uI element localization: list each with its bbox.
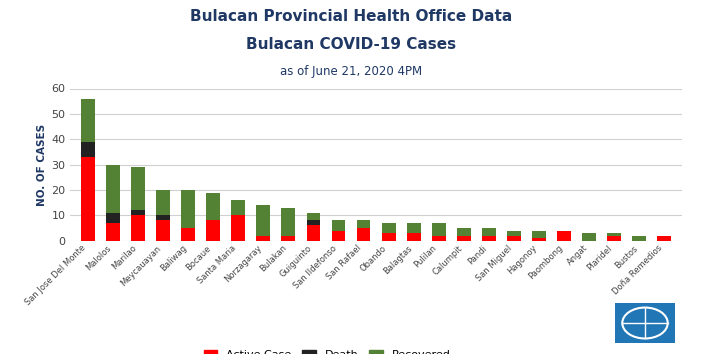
Bar bbox=[307, 221, 321, 225]
Bar bbox=[633, 236, 646, 241]
Bar bbox=[206, 193, 220, 221]
Bar bbox=[281, 236, 295, 241]
Bar bbox=[307, 213, 321, 221]
Bar bbox=[231, 200, 245, 215]
Bar bbox=[507, 236, 521, 241]
Bar bbox=[106, 165, 120, 213]
Bar bbox=[81, 157, 95, 241]
Bar bbox=[532, 230, 546, 238]
Bar bbox=[382, 223, 396, 233]
Bar bbox=[181, 228, 195, 241]
Bar bbox=[206, 221, 220, 241]
Bar bbox=[356, 228, 370, 241]
Bar bbox=[81, 142, 95, 157]
Bar bbox=[156, 221, 170, 241]
Text: Bulacan COVID-19 Cases: Bulacan COVID-19 Cases bbox=[247, 37, 456, 52]
Text: as of June 21, 2020 4PM: as of June 21, 2020 4PM bbox=[280, 65, 423, 79]
Bar bbox=[607, 233, 621, 236]
Bar bbox=[356, 221, 370, 228]
Bar bbox=[482, 236, 496, 241]
Bar bbox=[557, 230, 571, 241]
Bar bbox=[131, 210, 145, 215]
Bar bbox=[156, 215, 170, 221]
Bar bbox=[457, 228, 471, 236]
Bar bbox=[407, 233, 420, 241]
Bar bbox=[181, 190, 195, 228]
Bar bbox=[231, 215, 245, 241]
Bar bbox=[507, 230, 521, 236]
Bar bbox=[257, 205, 270, 236]
Bar bbox=[106, 223, 120, 241]
Bar bbox=[332, 221, 345, 230]
Bar bbox=[382, 233, 396, 241]
Bar bbox=[131, 167, 145, 210]
Bar bbox=[156, 190, 170, 215]
Bar bbox=[407, 223, 420, 233]
Bar bbox=[532, 238, 546, 241]
Bar bbox=[482, 228, 496, 236]
Bar bbox=[432, 236, 446, 241]
Y-axis label: NO. OF CASES: NO. OF CASES bbox=[37, 124, 47, 206]
Bar bbox=[582, 233, 596, 241]
Bar bbox=[81, 99, 95, 142]
Legend: Active Case, Death, Recovered: Active Case, Death, Recovered bbox=[204, 350, 451, 354]
Bar bbox=[657, 236, 671, 241]
Bar bbox=[457, 236, 471, 241]
Bar bbox=[607, 236, 621, 241]
Bar bbox=[432, 223, 446, 236]
Bar bbox=[307, 225, 321, 241]
Text: Bulacan Provincial Health Office Data: Bulacan Provincial Health Office Data bbox=[191, 9, 512, 24]
Bar bbox=[281, 208, 295, 236]
Bar bbox=[106, 213, 120, 223]
Bar bbox=[257, 236, 270, 241]
Bar bbox=[131, 215, 145, 241]
Bar bbox=[332, 230, 345, 241]
